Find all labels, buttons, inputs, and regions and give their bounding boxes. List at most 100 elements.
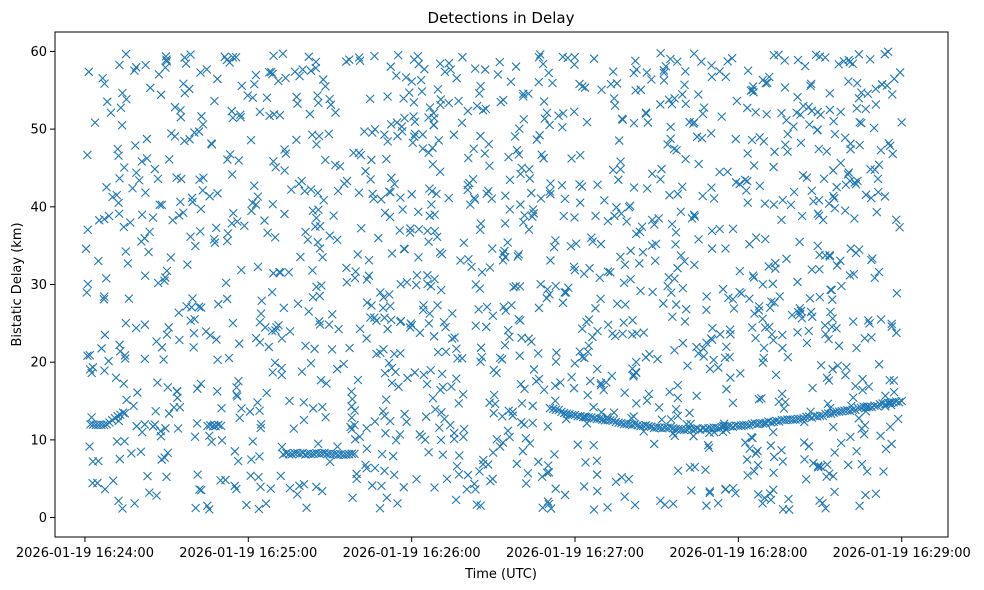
- clutter-point: [228, 318, 238, 328]
- clutter-point: [811, 50, 821, 60]
- clutter-point: [654, 213, 664, 223]
- clutter-point: [350, 434, 360, 444]
- clutter-point: [386, 173, 396, 183]
- clutter-point: [364, 255, 374, 265]
- clutter-point: [554, 111, 563, 121]
- clutter-point: [84, 67, 94, 77]
- clutter-point: [728, 294, 738, 304]
- clutter-point: [310, 222, 320, 231]
- clutter-point: [592, 470, 602, 479]
- clutter-point: [516, 200, 525, 209]
- clutter-point: [428, 143, 437, 153]
- clutter-point: [624, 474, 634, 484]
- track-point: [576, 411, 585, 421]
- clutter-point: [505, 175, 515, 185]
- clutter-point: [469, 479, 479, 489]
- clutter-point: [352, 474, 362, 484]
- clutter-point: [400, 409, 409, 419]
- clutter-point: [388, 451, 398, 461]
- clutter-point: [689, 117, 699, 127]
- clutter-point: [580, 83, 590, 93]
- clutter-point: [213, 299, 223, 309]
- clutter-point: [497, 354, 507, 364]
- clutter-point: [179, 136, 189, 146]
- clutter-point: [649, 220, 659, 229]
- clutter-point: [246, 135, 256, 145]
- track-point: [796, 414, 806, 424]
- clutter-point: [122, 94, 131, 104]
- clutter-point: [880, 391, 890, 401]
- clutter-point: [256, 482, 265, 492]
- clutter-point: [558, 52, 568, 62]
- clutter-point: [213, 188, 222, 198]
- clutter-point: [749, 466, 759, 476]
- clutter-point: [348, 394, 357, 404]
- clutter-point: [314, 316, 324, 326]
- clutter-point: [304, 52, 314, 62]
- clutter-point: [239, 221, 249, 231]
- clutter-point: [140, 320, 150, 330]
- clutter-point: [825, 88, 835, 98]
- clutter-point: [280, 166, 290, 175]
- clutter-point: [272, 322, 281, 332]
- clutter-point: [514, 314, 524, 324]
- clutter-point: [558, 109, 568, 118]
- clutter-point: [614, 136, 624, 145]
- clutter-point: [517, 398, 527, 408]
- track-point: [826, 409, 836, 419]
- clutter-point: [153, 174, 163, 184]
- clutter-point: [300, 186, 310, 196]
- clutter-point: [846, 244, 856, 253]
- clutter-point: [236, 112, 246, 122]
- clutter-point: [413, 207, 423, 217]
- clutter-point: [676, 207, 686, 217]
- clutter-point: [597, 85, 606, 95]
- clutter-point: [269, 156, 278, 166]
- clutter-point: [463, 153, 473, 163]
- clutter-point: [538, 59, 548, 69]
- clutter-point: [887, 319, 897, 329]
- clutter-point: [500, 340, 510, 350]
- clutter-point: [424, 148, 434, 158]
- clutter-point: [469, 144, 479, 154]
- clutter-point: [313, 91, 322, 100]
- clutter-point: [347, 413, 357, 422]
- clutter-point: [617, 472, 627, 482]
- y-axis: 0 10 20 30 40 50 60: [30, 45, 55, 526]
- clutter-point: [285, 396, 294, 406]
- clutter-point: [768, 279, 778, 289]
- clutter-point: [223, 229, 233, 238]
- clutter-point: [512, 459, 522, 469]
- clutter-point: [356, 223, 366, 233]
- clutter-point: [619, 318, 629, 328]
- clutter-point: [313, 237, 323, 247]
- clutter-point: [511, 62, 521, 72]
- clutter-point: [861, 190, 871, 200]
- clutter-point: [424, 113, 433, 122]
- clutter-point: [701, 305, 711, 315]
- clutter-point: [106, 108, 116, 118]
- clutter-point: [879, 467, 888, 476]
- clutter-point: [410, 117, 420, 127]
- clutter-point: [518, 446, 528, 456]
- track-point: [584, 412, 594, 422]
- clutter-point: [861, 490, 870, 500]
- track-point: [562, 409, 572, 419]
- clutter-point: [825, 105, 835, 115]
- clutter-point: [99, 292, 109, 302]
- clutter-point: [672, 57, 682, 66]
- clutter-point: [255, 451, 264, 461]
- clutter-point: [248, 198, 257, 208]
- clutter-point: [835, 256, 845, 266]
- clutter-point: [855, 140, 865, 150]
- clutter-point: [108, 476, 118, 486]
- clutter-point: [800, 61, 810, 71]
- clutter-point: [378, 406, 388, 416]
- clutter-point: [702, 501, 711, 511]
- clutter-point: [863, 315, 873, 325]
- clutter-point: [192, 418, 202, 428]
- clutter-point: [398, 205, 408, 214]
- clutter-point: [322, 379, 331, 388]
- clutter-point: [566, 241, 576, 251]
- clutter-point: [508, 411, 518, 421]
